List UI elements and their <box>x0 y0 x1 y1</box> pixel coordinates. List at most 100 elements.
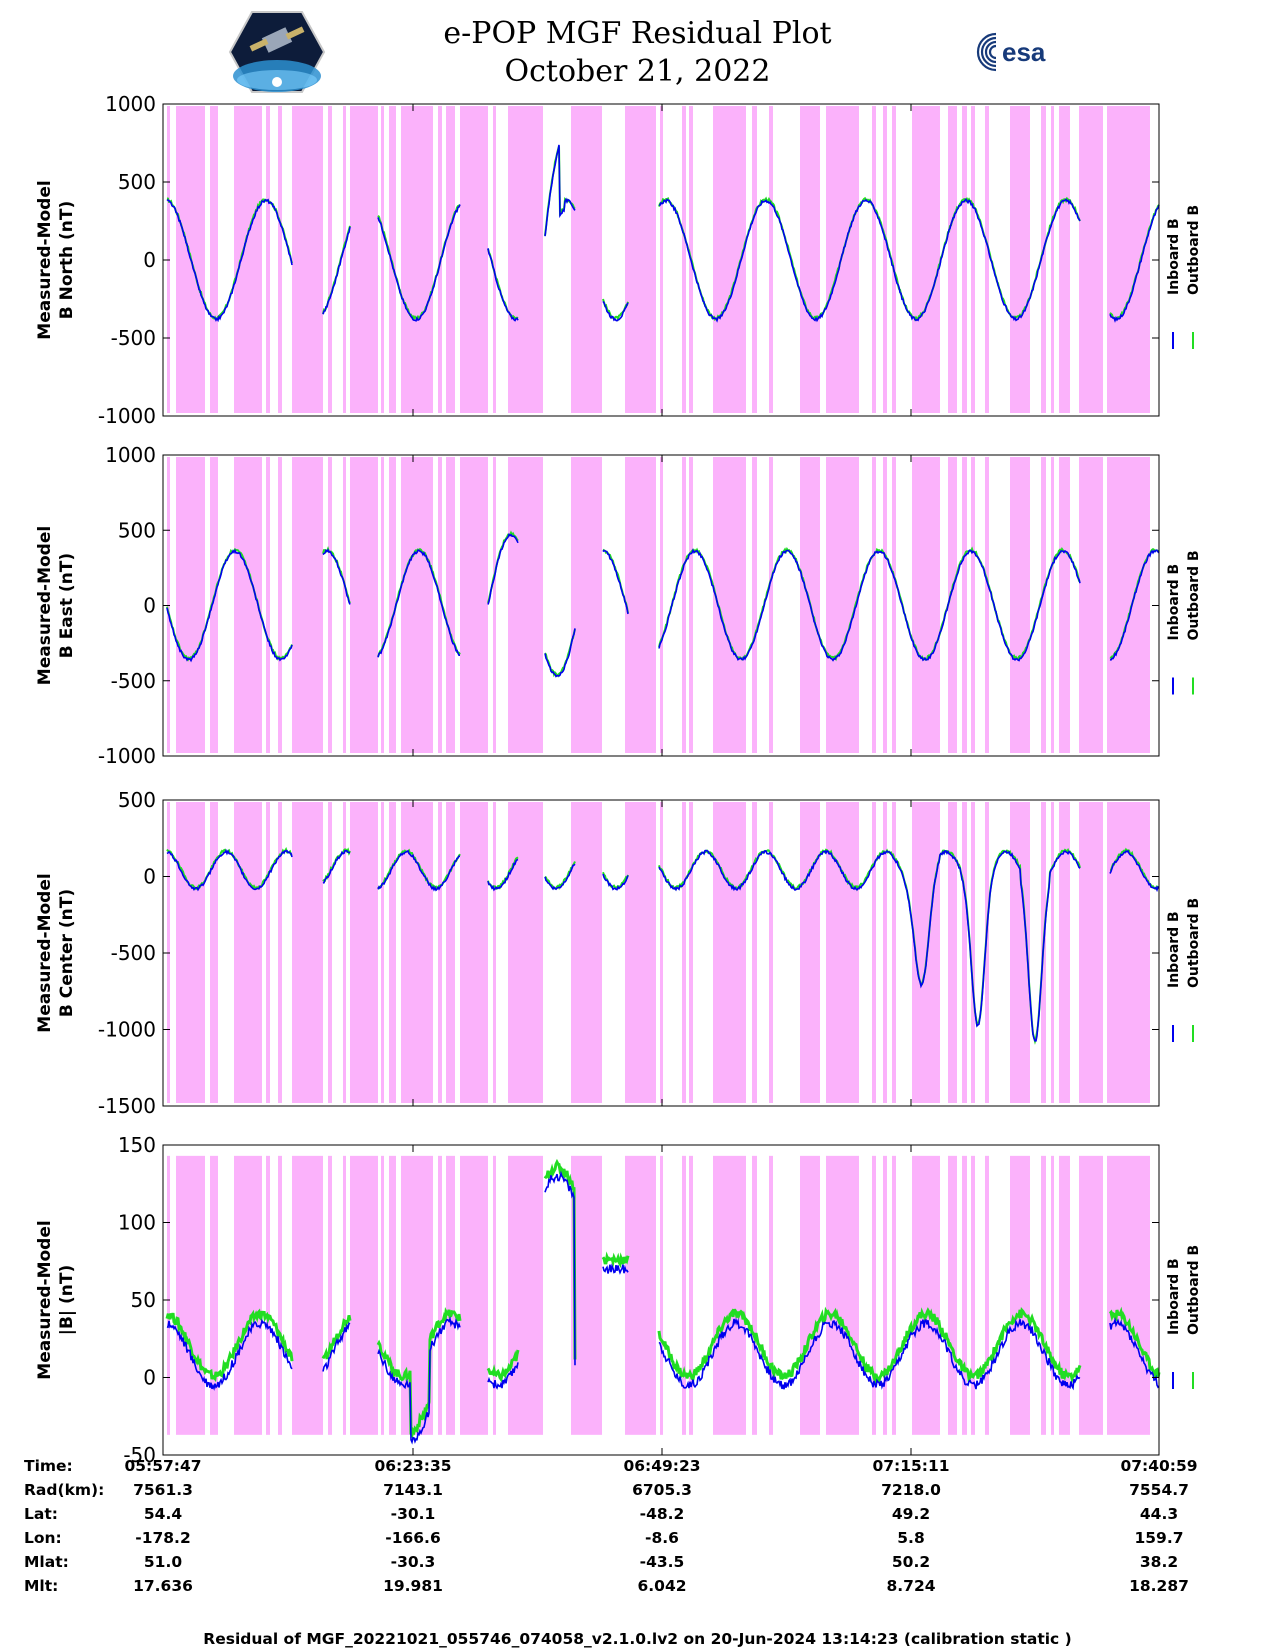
shaded-interval <box>948 1155 957 1435</box>
inboard-series-line <box>487 248 519 322</box>
shaded-interval <box>210 802 218 1103</box>
shaded-interval <box>446 802 455 1103</box>
legend-label-outboard: Outboard B <box>1186 898 1202 988</box>
inboard-series-line <box>166 848 293 892</box>
shaded-interval <box>971 1155 975 1435</box>
shaded-interval <box>883 1155 887 1435</box>
info-value: 54.4 <box>143 1505 183 1523</box>
shaded-interval <box>1079 802 1103 1103</box>
shaded-interval <box>460 1155 488 1435</box>
legend-label-inboard: Inboard B <box>1166 218 1182 295</box>
outboard-series-line <box>544 628 576 678</box>
inboard-series-line <box>602 873 629 891</box>
shaded-interval <box>682 457 686 753</box>
y-tick-label: -1000 <box>98 404 156 428</box>
shaded-interval <box>350 106 378 413</box>
shaded-interval <box>660 457 663 753</box>
shaded-interval <box>800 802 820 1103</box>
shaded-interval <box>266 1155 270 1435</box>
inboard-series-line <box>322 1322 351 1372</box>
info-value: 5.8 <box>897 1529 925 1547</box>
outboard-series-line <box>321 1315 352 1360</box>
shaded-interval <box>328 457 332 753</box>
info-value: 18.287 <box>1129 1577 1189 1595</box>
y-axis-label: Measured-Model B East (nT) <box>35 526 77 685</box>
shaded-interval <box>460 457 488 753</box>
cassiope-mission-logo <box>228 11 326 93</box>
shaded-interval <box>508 106 543 413</box>
y-axis-label: Measured-Model |B| (nT) <box>35 1220 77 1379</box>
shaded-interval <box>769 106 773 413</box>
inboard-series-line <box>1109 849 1160 893</box>
shaded-interval <box>1010 1155 1030 1435</box>
shaded-interval <box>1010 106 1030 413</box>
legend-label-inboard: Inboard B <box>1166 911 1182 988</box>
shaded-interval <box>985 106 989 413</box>
shaded-interval <box>962 1155 967 1435</box>
shaded-interval <box>350 457 378 753</box>
y-axis-label: Measured-Model B North (nT) <box>35 180 77 339</box>
shaded-interval <box>508 1155 543 1435</box>
inboard-series-line <box>602 300 629 322</box>
info-value: 7218.0 <box>881 1481 941 1499</box>
y-tick-label: 500 <box>118 170 156 194</box>
shaded-interval <box>343 106 346 413</box>
info-value: 8.724 <box>886 1577 936 1595</box>
shaded-interval <box>689 802 693 1103</box>
shaded-interval <box>892 802 896 1103</box>
shaded-interval <box>176 1155 205 1435</box>
outboard-series-line <box>376 1306 462 1439</box>
shaded-interval <box>660 802 663 1103</box>
shaded-interval <box>962 457 967 753</box>
y-tick-label: 500 <box>118 788 156 812</box>
info-value: 07:40:59 <box>1120 1457 1198 1475</box>
y-tick-label: 50 <box>131 1288 156 1312</box>
outboard-series-line <box>322 847 351 883</box>
shaded-interval <box>625 1155 656 1435</box>
plot-title: e-POP MGF Residual Plot <box>443 16 832 51</box>
info-value: 05:57:47 <box>124 1457 202 1475</box>
shaded-interval <box>328 106 332 413</box>
shaded-interval <box>1051 106 1054 413</box>
inboard-series-line <box>658 1317 1081 1391</box>
shaded-interval <box>912 1155 940 1435</box>
info-value: -8.6 <box>645 1529 679 1547</box>
info-value: -48.2 <box>639 1505 685 1523</box>
esa-logo-text: esa <box>1002 37 1046 67</box>
info-value: 6705.3 <box>632 1481 692 1499</box>
shaded-interval <box>401 1155 433 1435</box>
shaded-interval <box>1079 1155 1103 1435</box>
shaded-interval <box>381 106 384 413</box>
shaded-interval <box>350 802 378 1103</box>
info-value: 7143.1 <box>383 1481 443 1499</box>
y-axis-label-line2: B East (nT) <box>57 553 77 658</box>
shaded-interval <box>892 1155 896 1435</box>
shaded-interval <box>446 1155 455 1435</box>
inboard-series-line <box>322 850 351 884</box>
shaded-interval <box>752 802 757 1103</box>
shaded-interval <box>381 457 384 753</box>
y-axis-label-line1: Measured-Model <box>35 526 55 685</box>
shaded-interval <box>948 802 957 1103</box>
panel-2: 1000 500 0 -500 -1000 Measured-Model B East (n… <box>35 443 1202 768</box>
shaded-interval <box>381 1155 384 1435</box>
shaded-interval <box>389 457 396 753</box>
shaded-interval <box>826 457 859 753</box>
info-value: -43.5 <box>639 1553 685 1571</box>
inboard-series-line <box>544 863 576 891</box>
shaded-interval <box>682 1155 686 1435</box>
inboard-series-line <box>487 533 519 605</box>
y-tick-label: 1000 <box>105 443 156 467</box>
info-value: 7554.7 <box>1129 1481 1189 1499</box>
outboard-series-line <box>657 1306 1082 1385</box>
inboard-series-line <box>544 628 576 678</box>
legend-label-outboard: Outboard B <box>1186 205 1202 295</box>
shaded-interval <box>1107 802 1150 1103</box>
y-axis-label: Measured-Model B Center (nT) <box>35 873 77 1032</box>
shaded-interval <box>713 1155 746 1435</box>
shaded-interval <box>167 1155 170 1435</box>
shaded-interval <box>266 106 270 413</box>
shaded-interval <box>912 802 940 1103</box>
shaded-interval <box>1051 1155 1054 1435</box>
shaded-interval <box>912 106 940 413</box>
